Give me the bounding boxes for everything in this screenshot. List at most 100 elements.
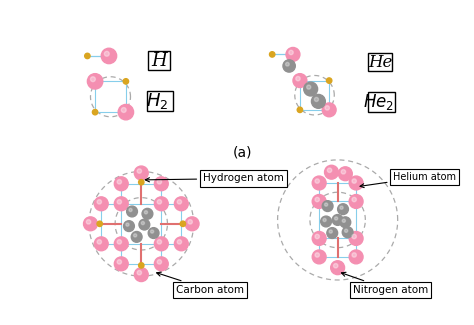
Circle shape — [129, 208, 132, 212]
Circle shape — [354, 236, 359, 241]
Circle shape — [270, 52, 275, 57]
Circle shape — [285, 62, 289, 66]
Circle shape — [114, 257, 128, 271]
Circle shape — [322, 103, 336, 117]
Circle shape — [349, 195, 363, 208]
Circle shape — [118, 241, 124, 247]
Text: Helium atom: Helium atom — [360, 172, 456, 188]
Circle shape — [91, 77, 95, 82]
Circle shape — [317, 180, 322, 186]
Circle shape — [114, 197, 128, 211]
Circle shape — [134, 234, 137, 237]
Circle shape — [150, 230, 154, 233]
Circle shape — [325, 203, 328, 206]
Text: $H_2$: $H_2$ — [146, 91, 169, 111]
Circle shape — [296, 76, 300, 81]
Circle shape — [354, 199, 359, 204]
Circle shape — [137, 169, 142, 173]
Circle shape — [138, 263, 144, 268]
Circle shape — [92, 110, 98, 115]
Circle shape — [338, 167, 352, 181]
Circle shape — [157, 260, 162, 264]
Circle shape — [315, 179, 319, 183]
Circle shape — [83, 217, 97, 231]
Circle shape — [352, 234, 356, 239]
Circle shape — [341, 170, 346, 174]
Circle shape — [117, 200, 121, 204]
Circle shape — [315, 253, 319, 257]
Circle shape — [148, 227, 159, 239]
Circle shape — [131, 231, 142, 242]
Circle shape — [117, 240, 121, 244]
Circle shape — [141, 221, 145, 225]
Circle shape — [342, 227, 353, 238]
Circle shape — [345, 229, 348, 232]
Circle shape — [304, 82, 318, 96]
Circle shape — [315, 197, 319, 202]
Circle shape — [312, 195, 326, 208]
Circle shape — [86, 220, 91, 224]
Circle shape — [340, 217, 351, 227]
Circle shape — [121, 108, 126, 112]
Circle shape — [118, 201, 124, 206]
Circle shape — [157, 180, 162, 184]
Circle shape — [134, 166, 148, 180]
Circle shape — [155, 257, 168, 271]
Circle shape — [323, 218, 326, 222]
Circle shape — [293, 74, 307, 87]
Circle shape — [321, 216, 331, 227]
Circle shape — [314, 98, 319, 101]
Circle shape — [97, 200, 101, 204]
Circle shape — [312, 231, 326, 245]
Circle shape — [352, 179, 356, 183]
Circle shape — [312, 176, 326, 190]
Circle shape — [99, 201, 104, 206]
Circle shape — [325, 165, 338, 179]
Circle shape — [157, 200, 162, 204]
Circle shape — [177, 200, 182, 204]
Circle shape — [311, 95, 325, 108]
Circle shape — [155, 197, 168, 211]
Circle shape — [127, 206, 137, 217]
Circle shape — [332, 214, 343, 225]
Circle shape — [349, 231, 363, 245]
Circle shape — [174, 197, 188, 211]
Circle shape — [185, 217, 199, 231]
Circle shape — [94, 237, 108, 251]
Text: Carbon atom: Carbon atom — [157, 272, 244, 295]
Circle shape — [99, 241, 104, 247]
Circle shape — [155, 177, 168, 191]
Circle shape — [101, 48, 117, 64]
Circle shape — [118, 261, 124, 266]
Circle shape — [137, 270, 142, 275]
Circle shape — [327, 227, 337, 239]
Circle shape — [126, 223, 129, 226]
Circle shape — [328, 168, 332, 173]
Circle shape — [87, 74, 103, 89]
Circle shape — [118, 104, 134, 120]
Circle shape — [177, 240, 182, 244]
Text: (a): (a) — [233, 146, 253, 160]
Circle shape — [118, 181, 124, 187]
Circle shape — [286, 47, 300, 61]
Circle shape — [329, 230, 332, 233]
Circle shape — [342, 219, 346, 222]
Circle shape — [85, 53, 90, 58]
Circle shape — [335, 217, 338, 220]
Text: Nitrogen atom: Nitrogen atom — [341, 272, 428, 295]
Circle shape — [317, 199, 322, 204]
Circle shape — [349, 176, 363, 190]
Circle shape — [317, 254, 322, 260]
Circle shape — [117, 180, 121, 184]
Circle shape — [325, 106, 329, 110]
Circle shape — [157, 240, 162, 244]
Circle shape — [138, 179, 144, 185]
Circle shape — [155, 237, 168, 251]
Circle shape — [123, 79, 128, 84]
Circle shape — [104, 51, 109, 56]
Circle shape — [159, 181, 164, 187]
Bar — [148, 51, 170, 70]
Circle shape — [117, 260, 121, 264]
Circle shape — [144, 211, 147, 214]
Circle shape — [179, 201, 184, 206]
